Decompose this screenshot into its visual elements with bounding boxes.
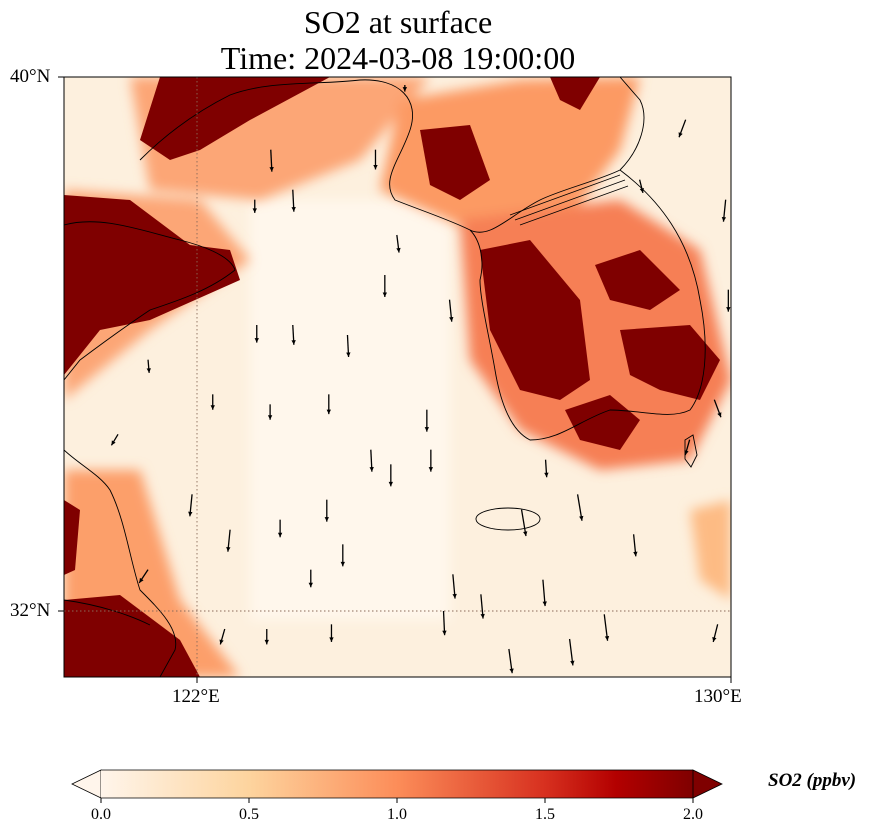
colorbar-tick-label: 1.5 — [535, 806, 555, 823]
colorbar-tick-label: 0.5 — [239, 806, 259, 823]
wind-arrow — [396, 234, 401, 253]
wind-arrow — [428, 449, 434, 472]
wind-arrow — [442, 610, 447, 636]
wind-arrow — [346, 334, 351, 358]
wind-arrow — [369, 449, 374, 472]
wind-arrow — [324, 499, 329, 522]
wind-arrow — [712, 624, 719, 643]
wind-arrow — [452, 574, 457, 599]
wind-arrow — [448, 299, 454, 322]
wind-arrow — [226, 529, 231, 552]
colorbar-gradient — [101, 770, 693, 798]
wind-arrow — [713, 399, 722, 418]
lat-label-40N: 40°N — [10, 66, 51, 87]
coastlines — [64, 77, 706, 677]
colorbar-tick-label: 0.0 — [91, 806, 111, 823]
wind-arrow — [146, 359, 151, 373]
wind-arrow — [252, 199, 257, 213]
wind-arrow — [480, 594, 485, 619]
map-frame — [63, 76, 732, 678]
wind-arrow — [603, 614, 610, 641]
wind-arrow — [684, 439, 691, 456]
wind-arrow — [373, 149, 378, 170]
lat-label-32N: 32°N — [10, 600, 51, 621]
wind-arrow — [277, 519, 283, 538]
wind-arrow — [254, 325, 259, 343]
so2-field — [64, 77, 731, 677]
wind-arrow — [210, 394, 215, 410]
wind-arrow — [424, 409, 430, 432]
wind-arrow — [632, 534, 638, 557]
wind-arrow — [291, 189, 296, 212]
wind-arrow — [568, 638, 575, 666]
wind-arrow — [721, 199, 727, 222]
colorbar-label: SO2 (ppbv) — [768, 770, 857, 791]
map-title: SO2 at surface — [303, 4, 493, 40]
wind-arrow — [382, 275, 388, 297]
map-subtitle-time: Time: 2024-03-08 19:00:00 — [220, 40, 576, 76]
wind-arrow — [326, 394, 331, 415]
colorbar — [71, 769, 723, 803]
wind-arrow — [678, 119, 687, 138]
wind-arrow — [308, 569, 313, 588]
lon-label-122E: 122°E — [172, 686, 220, 707]
wind-arrow — [726, 289, 731, 312]
wind-arrow — [264, 629, 269, 645]
so2-plumes-high — [64, 77, 720, 677]
colorbar-tick-label: 2.0 — [683, 806, 703, 823]
wind-arrow — [340, 544, 345, 567]
lon-label-130E: 130°E — [694, 686, 742, 707]
wind-arrow — [219, 628, 226, 645]
wind-arrow — [638, 179, 644, 194]
gridlines — [64, 77, 731, 677]
wind-arrow — [110, 433, 119, 446]
wind-arrow — [269, 149, 274, 172]
wind-arrows — [110, 85, 731, 674]
wind-arrow — [267, 404, 273, 420]
colorbar-extend-min — [71, 769, 102, 799]
wind-arrow — [291, 324, 296, 345]
wind-arrow — [138, 569, 149, 584]
wind-arrow — [188, 494, 193, 517]
wind-arrow — [520, 509, 528, 537]
wind-arrow — [544, 459, 549, 478]
wind-arrow — [576, 494, 584, 521]
wind-arrow — [402, 85, 408, 92]
wind-arrow — [329, 624, 334, 642]
wind-arrow — [508, 648, 514, 674]
colorbar-tick-label: 1.0 — [387, 806, 407, 823]
wind-arrow — [388, 464, 394, 487]
wind-arrow — [542, 579, 547, 607]
colorbar-extend-max — [692, 769, 723, 799]
